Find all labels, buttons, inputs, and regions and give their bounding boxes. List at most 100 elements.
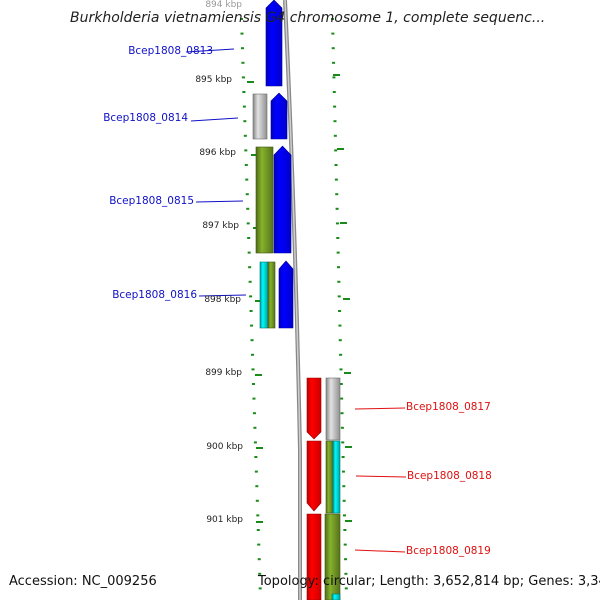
right-tick-mark [343,543,347,546]
right-tick-mark [331,47,335,50]
left-tick-mark [243,134,247,137]
gene-label-bcep1808-0816[interactable]: Bcep1808_0816 [112,289,197,301]
feature-bar-cyan[interactable] [331,593,341,600]
major-tick-mark [333,74,340,76]
left-tick-mark [242,91,246,93]
major-tick-mark [256,521,263,523]
tick-label-896: 896 kbp [199,148,236,158]
right-tick-mark [334,178,338,181]
major-tick-mark [344,372,351,374]
gene-label-bcep1808-0815[interactable]: Bcep1808_0815 [109,195,194,207]
gene-label-bcep1808-0817[interactable]: Bcep1808_0817 [406,401,491,413]
left-tick-mark [249,295,253,298]
feature-bar-olive[interactable] [255,146,274,254]
left-tick-mark [250,324,254,327]
left-tick-mark [246,222,250,225]
major-tick-mark [256,447,263,449]
right-tick-mark [339,383,343,385]
right-tick-mark [339,368,343,371]
left-tick-mark [255,485,259,488]
right-tick-mark [340,397,344,400]
right-tick-mark [334,149,338,152]
tick-label-899: 899 kbp [205,368,242,378]
left-tick-mark [245,178,249,181]
left-tick-mark [245,193,249,196]
gene-label-bcep1808-0813[interactable]: Bcep1808_0813 [128,45,213,57]
left-tick-mark [255,499,259,502]
tick-label-900: 900 kbp [206,442,243,452]
right-tick-mark [341,441,345,444]
right-tick-mark [338,339,342,342]
left-tick-mark [247,237,251,239]
major-tick-mark [255,300,262,302]
major-tick-mark [345,446,352,448]
left-tick-mark [251,368,255,371]
gene-label-bcep1808-0819[interactable]: Bcep1808_0819 [406,545,491,557]
feature-bar-gray[interactable] [325,377,341,441]
gene-label-bcep1808-0814[interactable]: Bcep1808_0814 [103,112,188,124]
right-tick-mark [332,91,336,93]
left-tick-mark [240,18,243,20]
left-tick-mark [248,266,252,269]
right-tick-mark [333,105,337,108]
tick-label-895: 895 kbp [195,75,232,85]
feature-bar-cyan[interactable] [259,261,269,329]
feature-bar-olive[interactable] [267,261,276,329]
right-tick-mark [340,426,344,429]
left-tick-mark [241,61,245,64]
feature-bar-gray[interactable] [252,93,268,140]
right-tick-mark [338,310,342,312]
left-tick-mark [258,572,262,575]
gene-arrow-bcep1808-0813[interactable] [265,0,283,87]
left-tick-mark [257,558,261,561]
tick-label-898: 898 kbp [204,295,241,305]
right-tick-mark [343,529,347,531]
summary-text: Topology: circular; Length: 3,652,814 bp… [258,574,600,589]
left-tick-mark [256,514,260,517]
gene-label-bcep1808-0818[interactable]: Bcep1808_0818 [407,470,492,482]
gene-arrow-bcep1808-0814[interactable] [270,92,288,140]
leader-line-bcep1808-0816 [198,294,247,297]
gene-arrow-bcep1808-0816[interactable] [278,260,294,329]
left-tick-mark [240,47,244,50]
major-tick-mark [345,520,352,522]
right-tick-mark [341,456,345,458]
right-tick-mark [337,280,341,283]
left-tick-mark [258,587,262,590]
leader-line-bcep1808-0817 [354,407,406,410]
gene-arrow-bcep1808-0819[interactable] [306,513,322,600]
right-tick-mark [337,266,341,269]
right-tick-mark [334,164,338,166]
left-tick-mark [253,426,257,429]
right-tick-mark [337,295,341,298]
leader-line-bcep1808-0813 [185,48,235,53]
right-tick-mark [344,587,348,590]
feature-bar-olive[interactable] [324,513,341,600]
left-tick-mark [247,251,251,254]
left-tick-mark [252,412,256,415]
feature-bar-olive[interactable] [325,440,334,514]
right-tick-mark [344,572,348,575]
right-tick-mark [332,76,336,79]
left-tick-mark [240,32,244,35]
left-tick-mark [241,76,245,79]
leader-line-bcep1808-0818 [355,475,407,478]
major-tick-mark [251,154,258,156]
gene-arrow-bcep1808-0815[interactable] [273,145,292,254]
right-tick-mark [336,251,340,254]
right-tick-mark [344,558,348,561]
chromosome-backbone-highlight [284,0,301,600]
right-tick-mark [333,134,337,137]
right-tick-mark [339,353,343,356]
left-tick-mark [253,441,257,444]
major-tick-mark [247,81,254,83]
gene-arrow-bcep1808-0817[interactable] [306,377,322,440]
right-tick-mark [333,120,337,123]
gene-arrow-bcep1808-0818[interactable] [306,440,322,512]
feature-bar-cyan[interactable] [332,440,341,514]
right-tick-mark [341,470,345,473]
leader-line-bcep1808-0815 [195,200,244,203]
right-tick-mark [343,514,347,517]
major-tick-mark [337,148,344,150]
